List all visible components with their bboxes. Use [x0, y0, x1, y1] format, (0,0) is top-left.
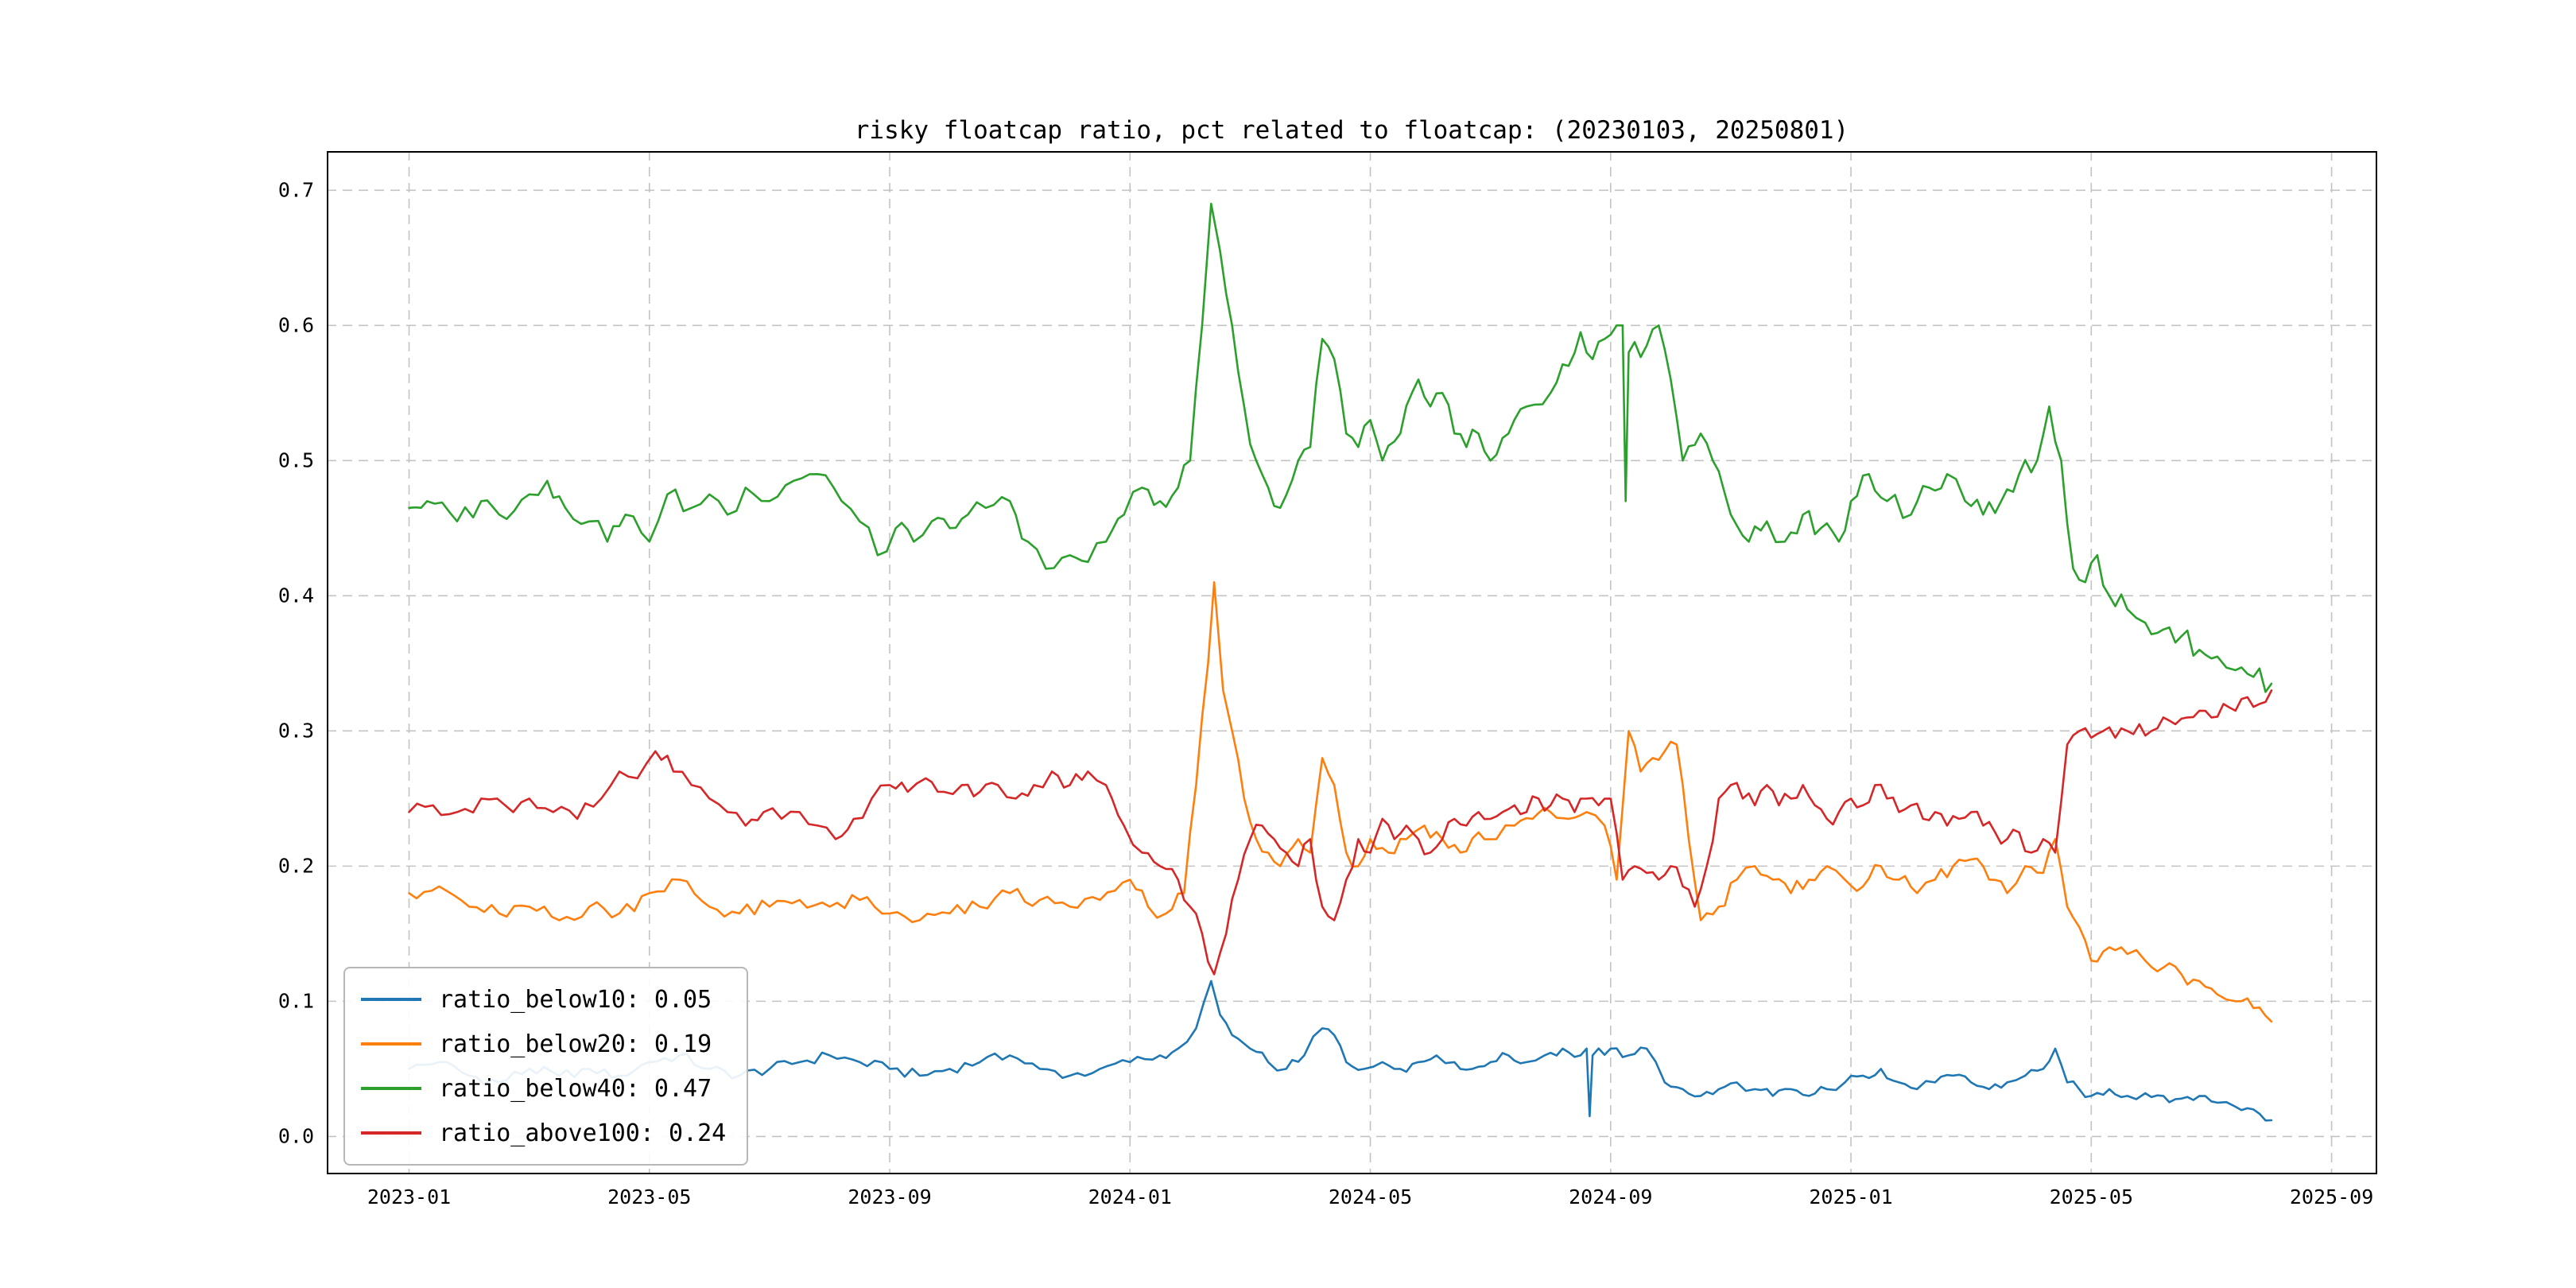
- x-tick-label: 2025-05: [2049, 1185, 2133, 1208]
- legend-line-sample: [361, 1042, 421, 1046]
- legend-line-sample: [361, 1087, 421, 1090]
- y-tick-label: 0.2: [277, 854, 314, 878]
- y-tick-label: 0.6: [277, 313, 314, 337]
- y-tick-label: 0.5: [277, 448, 314, 472]
- legend-line-sample: [361, 998, 421, 1001]
- x-tick-label: 2025-09: [2289, 1185, 2374, 1208]
- series-line-ratio_below40: [408, 203, 2273, 693]
- legend-label: ratio_below40: 0.47: [439, 1074, 712, 1103]
- x-tick-label: 2024-09: [1569, 1185, 1653, 1208]
- legend: ratio_below10: 0.05 ratio_below20: 0.19 ra…: [343, 967, 749, 1166]
- chart-title: risky floatcap ratio, pct related to flo…: [854, 116, 1849, 145]
- legend-label: ratio_below10: 0.05: [439, 985, 712, 1014]
- x-tick-label: 2023-05: [607, 1185, 692, 1208]
- y-tick-label: 0.1: [277, 989, 314, 1013]
- y-tick-label: 0.4: [277, 584, 314, 607]
- series-line-ratio_above100: [408, 689, 2273, 976]
- axes-border: [327, 151, 2377, 1174]
- legend-item-ratio_above100: ratio_above100: 0.24: [361, 1115, 726, 1151]
- legend-label: ratio_below20: 0.19: [439, 1030, 712, 1058]
- legend-label: ratio_above100: 0.24: [439, 1119, 727, 1147]
- x-tick-label: 2024-01: [1088, 1185, 1172, 1208]
- plot-area: [327, 151, 2377, 1174]
- x-tick-label: 2023-09: [848, 1185, 932, 1208]
- legend-item-ratio_below10: ratio_below10: 0.05: [361, 981, 726, 1018]
- x-tick-label: 2023-01: [367, 1185, 452, 1208]
- series-line-ratio_below10: [408, 980, 2273, 1122]
- y-tick-label: 0.7: [277, 178, 314, 202]
- legend-item-ratio_below20: ratio_below20: 0.19: [361, 1026, 726, 1062]
- x-tick-label: 2024-05: [1328, 1185, 1413, 1208]
- legend-item-ratio_below40: ratio_below40: 0.47: [361, 1070, 726, 1107]
- y-tick-label: 0.3: [277, 719, 314, 743]
- y-tick-label: 0.0: [277, 1124, 314, 1148]
- series-line-ratio_below20: [408, 581, 2273, 1023]
- legend-line-sample: [361, 1131, 421, 1135]
- x-tick-label: 2025-01: [1809, 1185, 1893, 1208]
